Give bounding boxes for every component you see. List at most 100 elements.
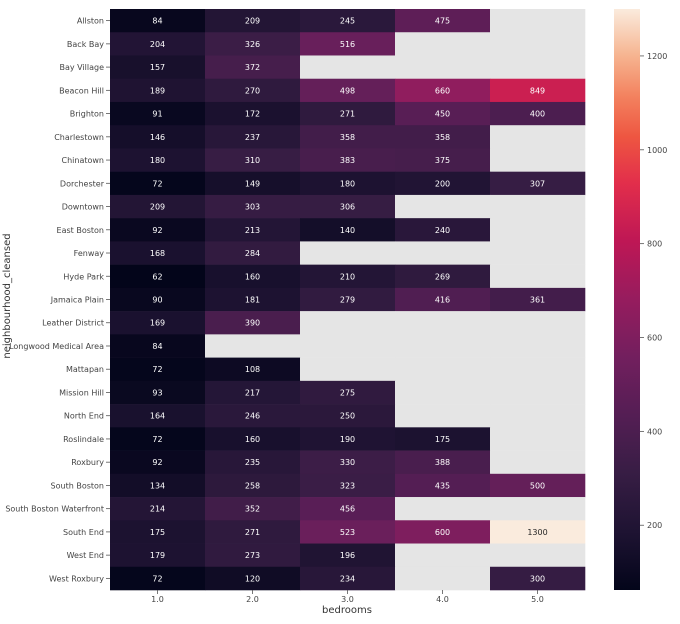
heatmap-cell-empty bbox=[395, 404, 491, 428]
y-tick-label: Allston bbox=[77, 17, 104, 26]
x-tick-label: 1.0 bbox=[151, 595, 164, 604]
cell-value-label: 271 bbox=[340, 110, 355, 119]
heatmap-cell bbox=[205, 241, 301, 265]
cell-value-label: 273 bbox=[245, 551, 260, 560]
cell-value-label: 157 bbox=[150, 63, 165, 72]
heatmap-cell bbox=[300, 32, 396, 56]
y-tick-label: Back Bay bbox=[67, 40, 104, 49]
cell-value-label: 175 bbox=[435, 435, 450, 444]
heatmap-cell bbox=[205, 566, 301, 591]
cell-value-label: 306 bbox=[340, 203, 355, 212]
heatmap-cell bbox=[490, 101, 586, 126]
heatmap-cell bbox=[205, 497, 301, 521]
heatmap-cell bbox=[205, 264, 301, 289]
heatmap-cell bbox=[300, 194, 396, 219]
heatmap-cell bbox=[205, 171, 301, 196]
cell-value-label: 600 bbox=[435, 528, 450, 537]
cell-value-label: 234 bbox=[340, 574, 355, 583]
heatmap-cell-empty bbox=[490, 148, 586, 172]
heatmap-cell bbox=[110, 520, 206, 544]
heatmap-cell bbox=[205, 450, 301, 475]
cell-value-label: 84 bbox=[152, 17, 162, 26]
heatmap-cell-empty bbox=[300, 334, 396, 358]
heatmap-cell bbox=[110, 9, 206, 33]
heatmap-cell-empty bbox=[490, 404, 586, 428]
heatmap-cells bbox=[110, 9, 586, 591]
heatmap-cell bbox=[300, 566, 396, 591]
cell-value-label: 200 bbox=[435, 179, 450, 188]
heatmap-cell bbox=[395, 148, 491, 172]
heatmap-cell bbox=[300, 218, 396, 242]
cell-value-label: 168 bbox=[150, 249, 165, 258]
y-axis-tick-labels: Allston Back Bay Bay Village Beacon Hill Bri… bbox=[5, 17, 110, 583]
heatmap-cell bbox=[300, 125, 396, 149]
cell-value-label: 450 bbox=[435, 110, 450, 119]
heatmap-cell bbox=[205, 55, 301, 80]
heatmap-cell-empty bbox=[395, 380, 491, 405]
heatmap-cell bbox=[110, 78, 206, 103]
heatmap-cell bbox=[110, 543, 206, 568]
y-tick-label: Roslindale bbox=[63, 435, 104, 444]
cell-value-label: 1300 bbox=[527, 528, 547, 537]
y-tick-label: Brighton bbox=[70, 110, 104, 119]
heatmap-cell bbox=[395, 287, 491, 312]
cell-value-label: 91 bbox=[152, 110, 162, 119]
heatmap-cell bbox=[205, 473, 301, 498]
heatmap-cell bbox=[300, 497, 396, 521]
heatmap-cell bbox=[110, 125, 206, 149]
cell-value-label: 92 bbox=[152, 458, 162, 467]
heatmap-cell-empty bbox=[490, 264, 586, 289]
heatmap-cell bbox=[300, 148, 396, 172]
heatmap-cell bbox=[205, 357, 301, 382]
cell-value-label: 388 bbox=[435, 458, 450, 467]
cell-value-label: 214 bbox=[150, 505, 165, 514]
heatmap-cell bbox=[205, 404, 301, 428]
heatmap-cell bbox=[205, 32, 301, 56]
heatmap-cell bbox=[490, 566, 586, 591]
y-tick-label: Chinatown bbox=[62, 156, 105, 165]
heatmap-cell bbox=[300, 171, 396, 196]
heatmap-cell bbox=[110, 473, 206, 498]
heatmap-cell-empty bbox=[490, 125, 586, 149]
heatmap-cell bbox=[395, 78, 491, 103]
heatmap-cell-empty bbox=[490, 218, 586, 242]
heatmap-cell-empty bbox=[395, 566, 491, 591]
heatmap-cell bbox=[205, 78, 301, 103]
cell-value-label: 358 bbox=[435, 133, 450, 142]
heatmap-cell bbox=[110, 404, 206, 428]
cell-value-label: 92 bbox=[152, 226, 162, 235]
cell-value-label: 326 bbox=[245, 40, 260, 49]
heatmap-cell bbox=[395, 9, 491, 33]
heatmap-cell-empty bbox=[300, 241, 396, 265]
y-tick-label: Leather District bbox=[42, 319, 104, 328]
cell-value-label: 275 bbox=[340, 388, 355, 397]
y-tick-label: Fenway bbox=[74, 249, 105, 258]
heatmap-cell bbox=[205, 148, 301, 172]
cell-value-label: 416 bbox=[435, 296, 450, 305]
cell-value-label: 213 bbox=[245, 226, 260, 235]
cell-value-label: 323 bbox=[340, 481, 355, 490]
heatmap-cell bbox=[300, 450, 396, 475]
heatmap-cell bbox=[395, 125, 491, 149]
heatmap-cell-empty bbox=[490, 427, 586, 451]
heatmap-cell bbox=[490, 473, 586, 498]
heatmap-cell-empty bbox=[395, 311, 491, 335]
colorbar-tick-label: 800 bbox=[647, 240, 662, 249]
heatmap-cell bbox=[205, 125, 301, 149]
cell-value-label: 246 bbox=[245, 412, 260, 421]
cell-value-label: 120 bbox=[245, 574, 260, 583]
heatmap-cell-empty bbox=[490, 334, 586, 358]
cell-value-label: 196 bbox=[340, 551, 355, 560]
heatmap-cell-empty bbox=[395, 334, 491, 358]
cell-value-label: 245 bbox=[340, 17, 355, 26]
cell-value-label: 164 bbox=[150, 412, 165, 421]
cell-value-label: 169 bbox=[150, 319, 165, 328]
heatmap-cell bbox=[110, 427, 206, 451]
heatmap-cell bbox=[110, 497, 206, 521]
cell-value-label: 660 bbox=[435, 86, 450, 95]
cell-value-label: 456 bbox=[340, 505, 355, 514]
cell-value-label: 330 bbox=[340, 458, 355, 467]
cell-value-label: 361 bbox=[530, 296, 545, 305]
cell-value-label: 160 bbox=[245, 272, 260, 281]
cell-value-label: 390 bbox=[245, 319, 260, 328]
